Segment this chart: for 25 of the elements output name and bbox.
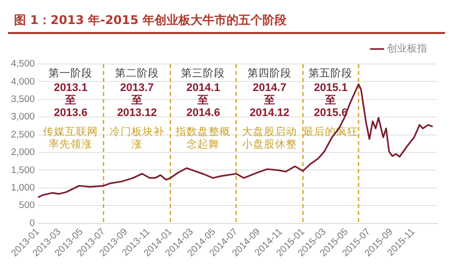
annotation: 2014.1 至 2014.6 [186, 82, 220, 119]
y-tick-label: 3,000 [10, 112, 35, 123]
y-tick-label: 1,500 [10, 164, 35, 176]
y-tick-label: 500 [18, 200, 35, 212]
y-tick-label: 3,500 [10, 94, 35, 106]
annotation: 大盘股启动小盘股休整 [242, 125, 298, 151]
annotation: 第五阶段 [308, 67, 353, 80]
y-tick-label: 4,000 [10, 76, 35, 88]
y-tick-label: 0 [29, 218, 35, 229]
annotation: 传媒互联网率先领涨 [43, 126, 98, 151]
annotation: 2014.7 至 2014.12 [250, 82, 290, 119]
annotation: 2013.7 至 2013.12 [117, 82, 157, 119]
annotation: 第二阶段 [114, 67, 159, 80]
y-tick-label: 2,000 [10, 147, 35, 158]
y-tick-label: 2,500 [10, 129, 35, 140]
y-tick-label: 4,500 [10, 58, 35, 70]
chart-title: 图 1：2013 年-2015 年创业板大牛市的五个阶段 [8, 8, 445, 34]
y-tick-label: 1,000 [10, 182, 35, 194]
annotation: 第三阶段 [181, 67, 226, 80]
annotation: 冷门板块补涨 [109, 125, 164, 151]
annotation: 2013.1 至 2013.6 [54, 82, 88, 119]
legend-label: 创业板指 [387, 42, 427, 55]
annotation: 第四阶段 [248, 67, 292, 80]
annotation: 指数盘整概念起舞 [174, 126, 231, 151]
annotation: 第一阶段 [48, 67, 93, 80]
